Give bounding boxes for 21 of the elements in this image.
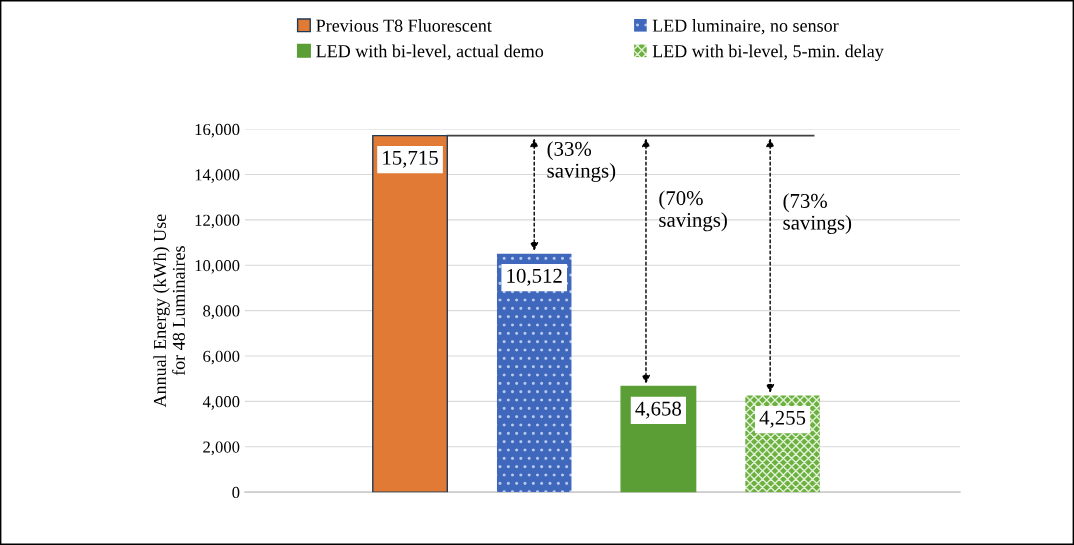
annotation: (70% savings) xyxy=(659,190,727,232)
y-tick-label: 16,000 xyxy=(195,123,240,138)
y-tick-label: 10,000 xyxy=(195,259,240,274)
legend-label: LED with bi-level, actual demo xyxy=(316,44,544,60)
text: 4,658 xyxy=(635,401,682,419)
y-tick-label: 0 xyxy=(232,486,240,499)
text: 4,255 xyxy=(759,410,806,428)
y-tick-label: 2,000 xyxy=(203,441,240,456)
y-tick-label: 6,000 xyxy=(203,350,240,365)
legend-label: Previous T8 Fluorescent xyxy=(316,19,492,32)
text: 10,512 xyxy=(507,268,562,286)
legend-label: LED luminaire, no sensor xyxy=(652,19,839,35)
y-axis-title: Annual Energy (kWh) Use for 48 Luminaires xyxy=(153,214,185,408)
annotation: (73% savings) xyxy=(783,193,852,234)
text: 15,715 xyxy=(383,150,438,168)
y-tick-label: 14,000 xyxy=(195,169,240,183)
legend-label: LED with bi-level, 5-min. delay xyxy=(652,44,884,62)
y-tick-label: 4,000 xyxy=(202,396,240,410)
y-tick-label: 8,000 xyxy=(203,305,240,319)
annotation: (33% savings) xyxy=(547,141,616,182)
y-tick-label: 12,000 xyxy=(195,214,240,229)
